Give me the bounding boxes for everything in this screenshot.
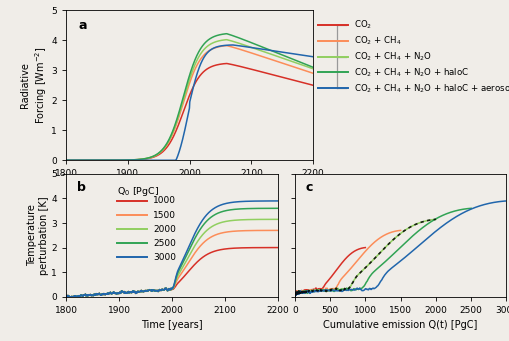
Text: CO$_2$ + CH$_4$ + N$_2$O + haloC: CO$_2$ + CH$_4$ + N$_2$O + haloC <box>354 66 469 79</box>
Text: Q$_0$ [PgC]: Q$_0$ [PgC] <box>117 185 159 198</box>
Text: CO$_2$ + CH$_4$: CO$_2$ + CH$_4$ <box>354 35 402 47</box>
Y-axis label: Temperature
perturbation [K]: Temperature perturbation [K] <box>27 196 49 275</box>
Text: CO$_2$ + CH$_4$ + N$_2$O: CO$_2$ + CH$_4$ + N$_2$O <box>354 50 432 63</box>
Text: 1000: 1000 <box>153 196 176 205</box>
Text: 2000: 2000 <box>153 225 176 234</box>
Text: CO$_2$ + CH$_4$ + N$_2$O + haloC + aerosol: CO$_2$ + CH$_4$ + N$_2$O + haloC + aeros… <box>354 82 509 94</box>
Text: b: b <box>77 181 86 194</box>
X-axis label: Cumulative emission Q(t) [PgC]: Cumulative emission Q(t) [PgC] <box>323 320 478 330</box>
X-axis label: Time [years]: Time [years] <box>141 320 203 330</box>
Text: 1500: 1500 <box>153 210 176 220</box>
Text: 3000: 3000 <box>153 253 176 262</box>
Y-axis label: Radiative
Forcing [Wm$^{-2}$]: Radiative Forcing [Wm$^{-2}$] <box>20 46 49 124</box>
Text: CO$_2$: CO$_2$ <box>354 19 372 31</box>
Text: a: a <box>78 19 87 32</box>
Text: c: c <box>305 181 313 194</box>
Text: 2500: 2500 <box>153 239 176 248</box>
